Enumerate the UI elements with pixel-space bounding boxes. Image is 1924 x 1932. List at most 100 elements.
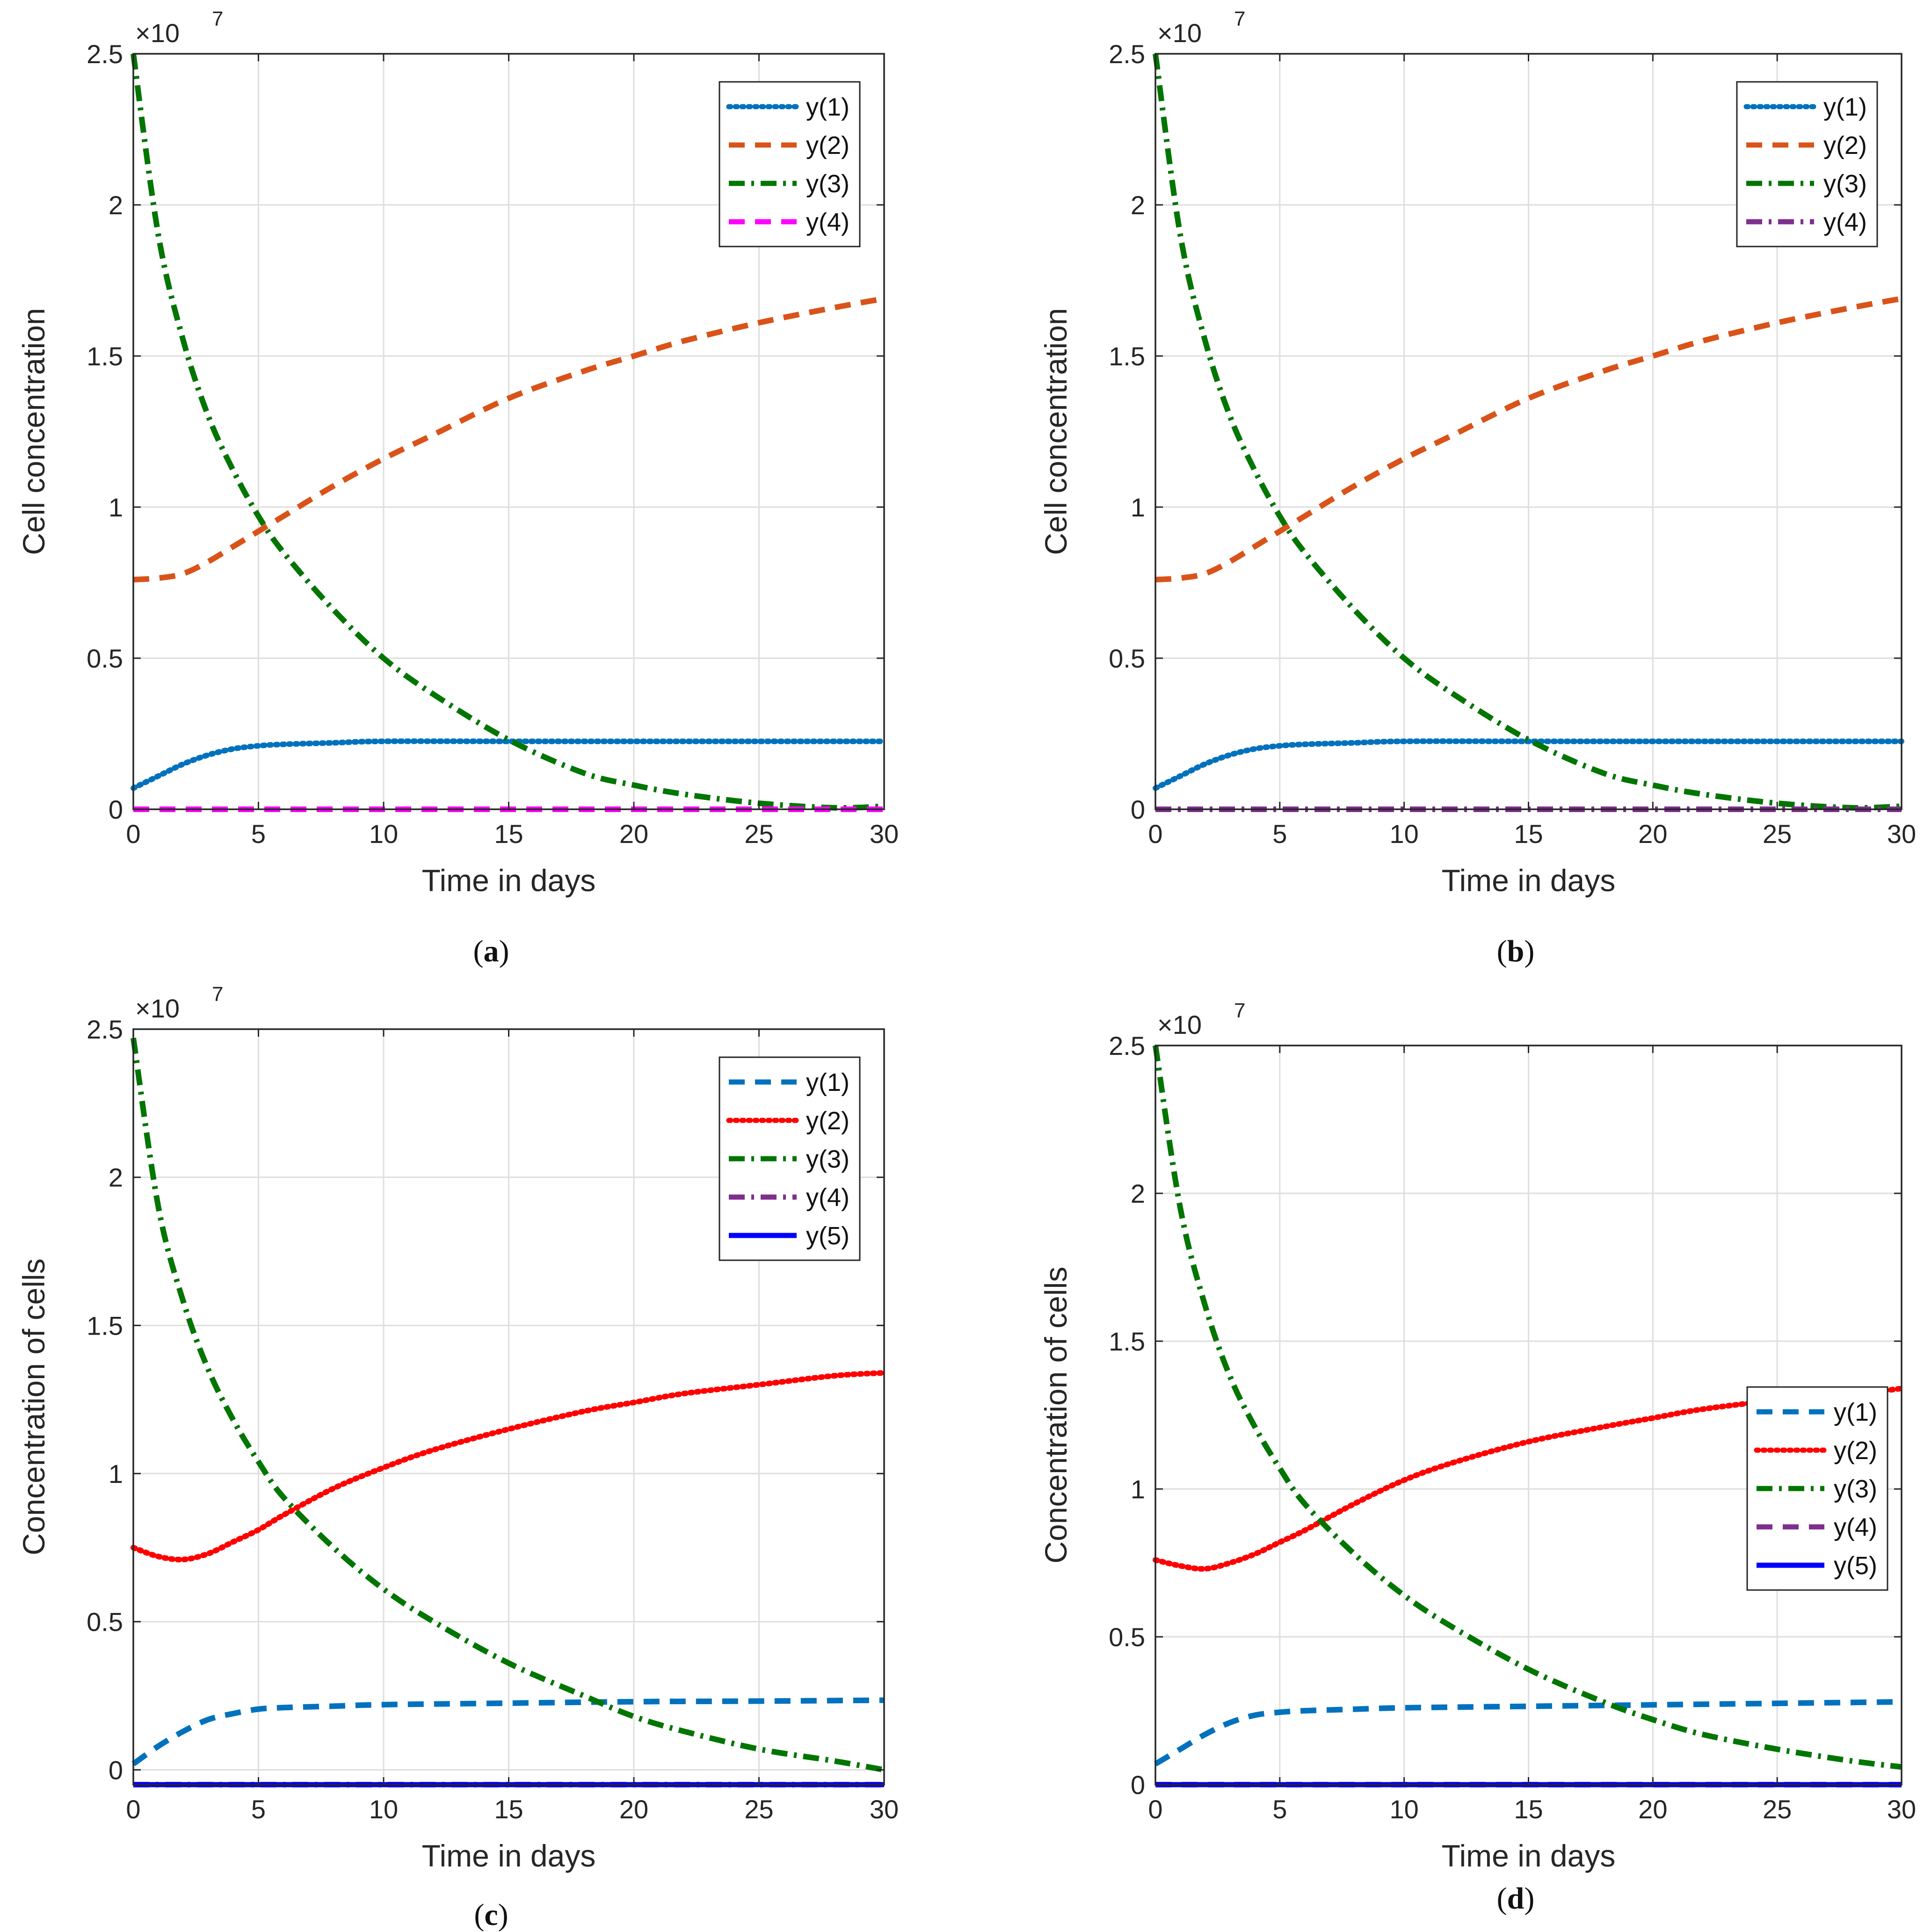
panel-caption: (c) xyxy=(474,1898,508,1932)
series-line-y3 xyxy=(1153,53,1902,811)
x-tick-label: 25 xyxy=(1763,819,1792,849)
legend: y(1) y(2) y(3) y(4) xyxy=(719,81,861,247)
y-tick-label: 1.5 xyxy=(1109,341,1145,371)
x-tick-label: 5 xyxy=(1272,1794,1287,1824)
x-tick-label: 30 xyxy=(1887,1794,1916,1824)
x-tick-label: 20 xyxy=(1638,819,1667,849)
legend-label: y(3) xyxy=(1834,1475,1877,1503)
y-tick-label: 2 xyxy=(109,190,123,220)
x-tick-label: 10 xyxy=(369,1794,398,1824)
chart-panel-b: 0 5 10 15 20 25 30 0 0.5 1 1.5 2 2.5 ×10 7 Time in days… xyxy=(1038,7,1916,968)
legend-label: y(2) xyxy=(806,1107,849,1135)
y-tick-label: 2.5 xyxy=(87,1015,123,1044)
y-tick-label: 1 xyxy=(1131,1474,1145,1504)
series-line-y2 xyxy=(131,1370,887,1562)
legend-label: y(4) xyxy=(1823,208,1867,236)
legend-label: y(5) xyxy=(1834,1552,1877,1580)
x-tick-label: 25 xyxy=(744,819,773,849)
series-line-y3 xyxy=(131,1038,885,1773)
caption-paren-close: ) xyxy=(1524,934,1534,968)
caption-paren-close: ) xyxy=(1524,1881,1534,1916)
x-tick-label: 5 xyxy=(1272,819,1287,849)
x-tick-label: 10 xyxy=(369,819,398,849)
chart-panel-a: 0 5 10 15 20 25 30 0 0.5 1 1.5 2 2.5 ×10 7 Time in days… xyxy=(16,7,899,968)
x-tick-label: 20 xyxy=(1638,1794,1667,1824)
series-line-y2 xyxy=(1155,296,1902,583)
panel-caption: (a) xyxy=(473,934,509,968)
panel-caption: (d) xyxy=(1497,1881,1535,1916)
x-tick-label: 15 xyxy=(1514,1794,1543,1824)
y-axis-label: Concentration of cells xyxy=(16,1258,51,1555)
y-tick-label: 0 xyxy=(109,1755,123,1785)
legend: y(1) y(2) y(3) y(4) xyxy=(1736,81,1878,247)
legend-label: y(4) xyxy=(1834,1513,1877,1541)
y-tick-label: 1 xyxy=(109,1459,123,1489)
series-line-y1 xyxy=(131,738,887,791)
x-tick-label: 0 xyxy=(1148,819,1162,849)
legend-label: y(3) xyxy=(1823,170,1867,198)
x-axis-label: Time in days xyxy=(422,863,596,898)
chart-panel-c: 0 5 10 15 20 25 30 0 0.5 1 1.5 2 2.5 ×10 7 Time in days… xyxy=(16,983,899,1932)
legend-label: y(2) xyxy=(1834,1437,1877,1465)
caption-letter: a xyxy=(484,934,499,968)
x-tick-label: 0 xyxy=(126,1794,140,1824)
series-line-y3 xyxy=(1153,1045,1902,1770)
caption-letter: d xyxy=(1507,1881,1525,1916)
series-line-y1 xyxy=(1153,738,1904,791)
legend-label: y(4) xyxy=(806,208,849,236)
x-tick-label: 0 xyxy=(1148,1794,1162,1824)
legend: y(1) y(2) y(3) y(4) y(5) xyxy=(1746,1386,1888,1591)
y-tick-label: 2.5 xyxy=(87,39,123,69)
caption-paren-open: ( xyxy=(1497,934,1507,968)
caption-paren-open: ( xyxy=(474,1898,484,1932)
y-tick-label: 0.5 xyxy=(1109,1622,1145,1652)
y-tick-label: 2 xyxy=(1131,190,1145,220)
y-tick-label: 2 xyxy=(109,1163,123,1192)
y-tick-label: 0 xyxy=(109,795,123,824)
y-exponent-label: ×10 xyxy=(135,18,180,48)
legend-label: y(1) xyxy=(1834,1398,1877,1426)
y-exponent-label: ×10 xyxy=(1157,1010,1202,1039)
legend-label: y(1) xyxy=(1823,93,1867,121)
legend: y(1) y(2) y(3) y(4) y(5) xyxy=(719,1056,861,1261)
y-exponent-label: ×10 xyxy=(1157,18,1202,48)
x-tick-label: 15 xyxy=(1514,819,1543,849)
x-tick-label: 20 xyxy=(619,819,648,849)
y-tick-label: 0.5 xyxy=(87,1607,123,1637)
y-tick-label: 1.5 xyxy=(87,341,123,371)
x-axis-label: Time in days xyxy=(1442,1838,1616,1873)
x-tick-label: 15 xyxy=(494,1794,523,1824)
x-tick-label: 10 xyxy=(1390,1794,1419,1824)
legend-label: y(3) xyxy=(806,1145,849,1173)
chart-panel-d: 0 5 10 15 20 25 30 0 0.5 1 1.5 2 2.5 ×10 7 Time in days… xyxy=(1038,999,1916,1916)
caption-paren-close: ) xyxy=(499,934,509,968)
x-tick-label: 20 xyxy=(619,1794,648,1824)
y-exponent-power: 7 xyxy=(212,7,223,30)
series-line-y1 xyxy=(131,1697,885,1766)
caption-letter: b xyxy=(1507,934,1525,968)
legend-box xyxy=(1736,81,1878,247)
y-tick-label: 2.5 xyxy=(1109,39,1145,69)
x-tick-label: 25 xyxy=(1763,1794,1792,1824)
y-tick-label: 0 xyxy=(1131,1770,1145,1800)
legend-label: y(5) xyxy=(806,1222,849,1250)
series-line-y2 xyxy=(133,296,885,583)
y-axis-label: Cell concentration xyxy=(1038,308,1073,555)
x-tick-label: 5 xyxy=(251,1794,266,1824)
y-axis-label: Cell concentration xyxy=(16,308,51,555)
y-tick-label: 2 xyxy=(1131,1179,1145,1208)
x-axis-label: Time in days xyxy=(1442,863,1616,898)
x-tick-label: 15 xyxy=(494,819,523,849)
caption-paren-open: ( xyxy=(1497,1881,1507,1916)
y-tick-label: 0.5 xyxy=(87,644,123,673)
y-tick-label: 0 xyxy=(1131,795,1145,824)
panel-caption: (b) xyxy=(1497,934,1535,968)
y-axis-label: Concentration of cells xyxy=(1038,1267,1073,1564)
y-tick-label: 1.5 xyxy=(87,1311,123,1340)
y-exponent-power: 7 xyxy=(212,983,223,1006)
y-tick-label: 0.5 xyxy=(1109,644,1145,673)
y-exponent-power: 7 xyxy=(1234,7,1245,30)
x-tick-label: 30 xyxy=(1887,819,1916,849)
y-tick-label: 2.5 xyxy=(1109,1031,1145,1060)
